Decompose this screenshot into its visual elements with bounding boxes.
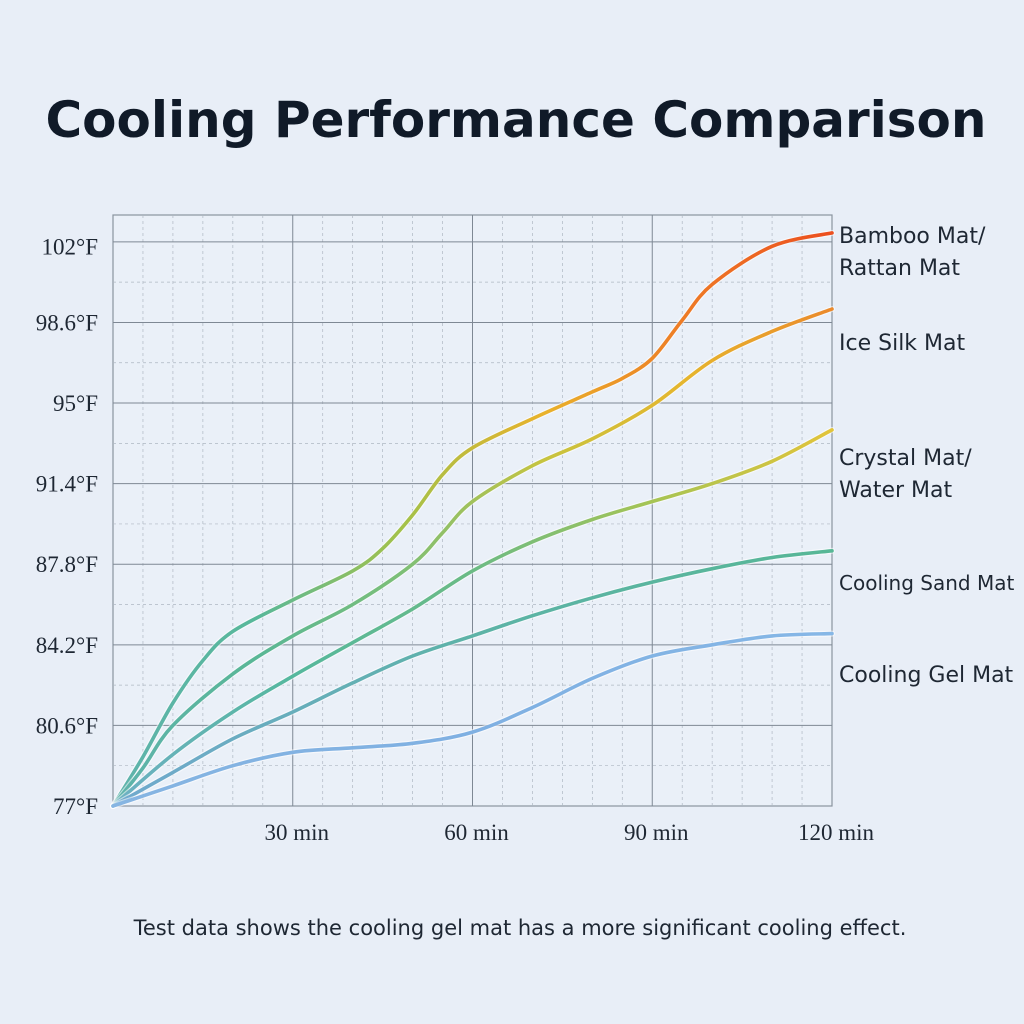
series-line: [111, 549, 834, 808]
y-tick-label: 87.8°F: [36, 552, 98, 577]
series-line: [111, 231, 834, 808]
x-axis-ticks: 30 min 60 min 90 min 120 min: [264, 820, 874, 845]
x-tick-label: 90 min: [624, 820, 689, 845]
series-label: Cooling Sand Mat: [839, 571, 1014, 595]
y-tick-label: 102°F: [42, 234, 99, 259]
x-tick-label: 30 min: [264, 820, 329, 845]
y-tick-label: 77°F: [53, 794, 98, 819]
series-line: [111, 307, 834, 808]
x-tick-label: 120 min: [798, 820, 875, 845]
y-tick-label: 91.4°F: [36, 472, 98, 497]
series-line: [111, 631, 834, 808]
series-label: Crystal Mat/Water Mat: [839, 446, 972, 503]
y-tick-label: 84.2°F: [36, 633, 98, 658]
grid: [112, 214, 833, 807]
series-label: Cooling Gel Mat: [839, 663, 1014, 688]
series-labels: Bamboo Mat/Rattan Mat Ice Silk Mat Crystal…: [839, 224, 1014, 688]
x-tick-label: 60 min: [444, 820, 509, 845]
series-label: Bamboo Mat/Rattan Mat: [839, 224, 986, 281]
series-label: Ice Silk Mat: [839, 331, 965, 356]
chart-title: Cooling Performance Comparison: [45, 91, 986, 149]
series-line: [111, 428, 834, 808]
y-tick-label: 95°F: [53, 391, 98, 416]
y-tick-label: 98.6°F: [36, 310, 98, 335]
y-tick-label: 80.6°F: [36, 713, 98, 738]
series-lines: [110, 229, 835, 809]
chart-caption: Test data shows the cooling gel mat has …: [133, 916, 907, 940]
y-axis-ticks: 77°F 80.6°F 84.2°F 87.8°F 91.4°F 95°F 98.6°F 10…: [36, 234, 98, 819]
